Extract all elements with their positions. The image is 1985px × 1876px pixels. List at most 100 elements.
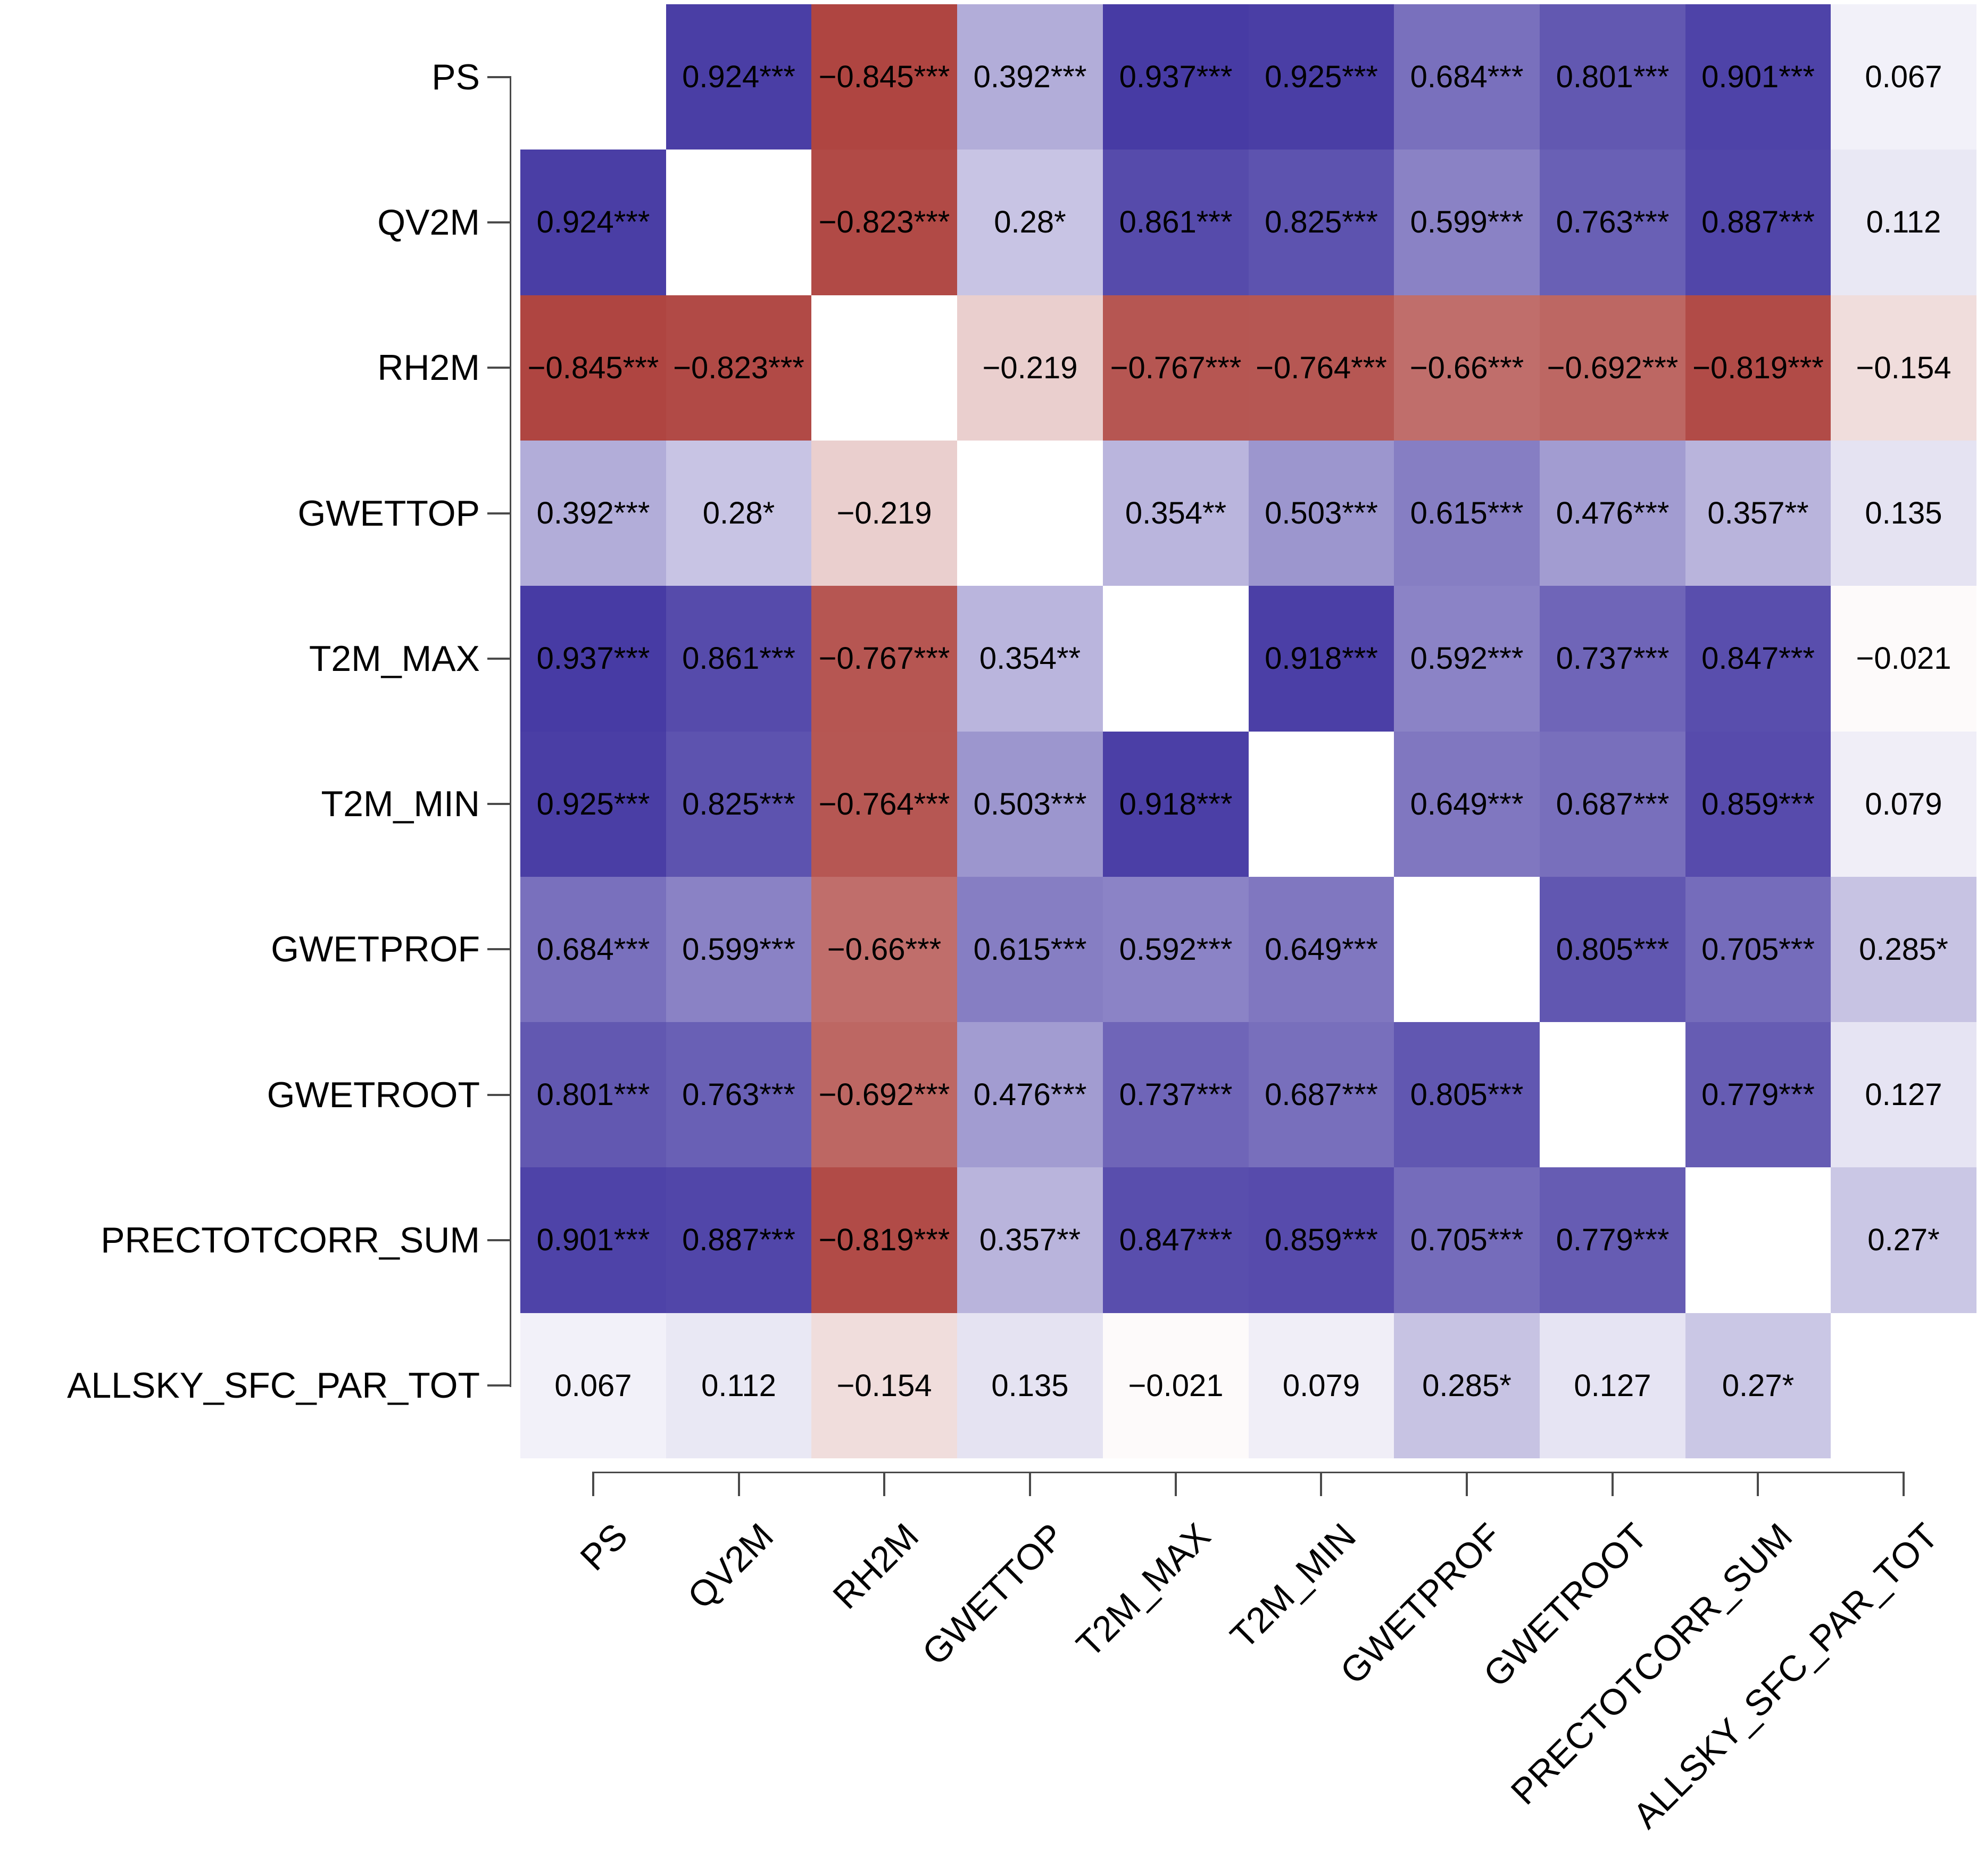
- y-axis-tick: [487, 948, 510, 950]
- heatmap-cell: [666, 150, 811, 295]
- heatmap-cell: 0.801***: [520, 1022, 666, 1167]
- y-axis-tick: [487, 512, 510, 514]
- heatmap-cell: 0.503***: [957, 732, 1103, 877]
- x-axis-tick: [1029, 1472, 1031, 1496]
- heatmap-cell: 0.615***: [957, 877, 1103, 1022]
- heatmap-cell: 0.687***: [1249, 1022, 1394, 1167]
- heatmap-cell: 0.705***: [1685, 877, 1831, 1022]
- row-label-t2m_max: T2M_MAX: [309, 638, 480, 679]
- x-axis-line: [592, 1472, 1905, 1473]
- heatmap-cell: 0.801***: [1540, 4, 1685, 150]
- heatmap-cell: 0.924***: [520, 150, 666, 295]
- heatmap-cell: −0.819***: [811, 1167, 957, 1313]
- col-label-t2m_min: T2M_MIN: [1222, 1515, 1364, 1657]
- heatmap-cell: 0.901***: [1685, 4, 1831, 150]
- heatmap-cell: 0.27*: [1685, 1313, 1831, 1458]
- heatmap-cell: 0.285*: [1394, 1313, 1540, 1458]
- heatmap-cell: [957, 441, 1103, 586]
- heatmap-cell: −0.823***: [666, 295, 811, 441]
- heatmap-cell: 0.924***: [666, 4, 811, 150]
- heatmap-cell: −0.154: [1831, 295, 1976, 441]
- heatmap-cell: 0.687***: [1540, 732, 1685, 877]
- y-axis-tick: [487, 1094, 510, 1096]
- heatmap-cell: [1831, 1313, 1976, 1458]
- heatmap-cell: −0.823***: [811, 150, 957, 295]
- heatmap-cell: 0.503***: [1249, 441, 1394, 586]
- heatmap-cell: 0.779***: [1540, 1167, 1685, 1313]
- heatmap-cell: 0.592***: [1103, 877, 1249, 1022]
- x-axis-tick: [592, 1472, 594, 1496]
- heatmap-cell: 0.28*: [957, 150, 1103, 295]
- heatmap-cell: −0.764***: [811, 732, 957, 877]
- heatmap-cell: 0.684***: [1394, 4, 1540, 150]
- heatmap-cell: [520, 4, 666, 150]
- heatmap-cell: 0.918***: [1249, 586, 1394, 732]
- y-axis-line: [510, 76, 511, 1387]
- heatmap-cell: 0.28*: [666, 441, 811, 586]
- y-axis-tick: [487, 221, 510, 223]
- x-axis-tick: [738, 1472, 740, 1496]
- heatmap-cell: 0.067: [1831, 4, 1976, 150]
- heatmap-cell: 0.354**: [1103, 441, 1249, 586]
- heatmap-cell: 0.925***: [520, 732, 666, 877]
- row-label-allsky_sfc_par_tot: ALLSKY_SFC_PAR_TOT: [67, 1365, 480, 1406]
- row-label-prectotcorr_sum: PRECTOTCORR_SUM: [101, 1220, 480, 1260]
- heatmap-cell: −0.66***: [811, 877, 957, 1022]
- heatmap-cell: −0.021: [1831, 586, 1976, 732]
- heatmap-cell: 0.354**: [957, 586, 1103, 732]
- heatmap-cell: 0.357**: [957, 1167, 1103, 1313]
- heatmap-cell: [1249, 732, 1394, 877]
- heatmap-cell: 0.649***: [1249, 877, 1394, 1022]
- heatmap-cell: 0.392***: [520, 441, 666, 586]
- heatmap-cell: 0.27*: [1831, 1167, 1976, 1313]
- heatmap-cell: 0.135: [957, 1313, 1103, 1458]
- y-axis-tick: [487, 658, 510, 660]
- heatmap-cell: 0.918***: [1103, 732, 1249, 877]
- heatmap-cell: 0.861***: [666, 586, 811, 732]
- heatmap-cell: 0.925***: [1249, 4, 1394, 150]
- heatmap-cell: 0.079: [1831, 732, 1976, 877]
- y-axis-tick: [487, 76, 510, 78]
- heatmap-cell: 0.285*: [1831, 877, 1976, 1022]
- heatmap-cell: 0.592***: [1394, 586, 1540, 732]
- heatmap-cell: [1540, 1022, 1685, 1167]
- heatmap-cell: [811, 295, 957, 441]
- row-label-t2m_min: T2M_MIN: [321, 784, 480, 824]
- col-label-gwettop: GWETTOP: [915, 1515, 1073, 1673]
- heatmap-cell: 0.887***: [1685, 150, 1831, 295]
- heatmap-cell: 0.859***: [1249, 1167, 1394, 1313]
- row-label-ps: PS: [431, 57, 480, 97]
- y-axis-tick: [487, 803, 510, 805]
- x-axis-tick: [1903, 1472, 1905, 1496]
- heatmap-cell: 0.737***: [1103, 1022, 1249, 1167]
- heatmap-cell: −0.767***: [1103, 295, 1249, 441]
- heatmap-cell: 0.861***: [1103, 150, 1249, 295]
- heatmap-cell: 0.805***: [1394, 1022, 1540, 1167]
- heatmap-cell: −0.154: [811, 1313, 957, 1458]
- heatmap-cell: 0.392***: [957, 4, 1103, 150]
- heatmap-cell: 0.847***: [1685, 586, 1831, 732]
- y-axis-tick: [487, 367, 510, 369]
- heatmap-cell: −0.219: [811, 441, 957, 586]
- heatmap-cell: 0.937***: [520, 586, 666, 732]
- heatmap-cell: −0.764***: [1249, 295, 1394, 441]
- heatmap-cell: −0.845***: [520, 295, 666, 441]
- heatmap-cell: 0.847***: [1103, 1167, 1249, 1313]
- heatmap-cell: [1685, 1167, 1831, 1313]
- x-axis-tick: [1466, 1472, 1468, 1496]
- heatmap-cell: 0.476***: [957, 1022, 1103, 1167]
- heatmap-cell: −0.219: [957, 295, 1103, 441]
- col-label-qv2m: QV2M: [680, 1515, 782, 1617]
- heatmap-cell: −0.692***: [1540, 295, 1685, 441]
- heatmap-cell: 0.825***: [1249, 150, 1394, 295]
- heatmap-cell: 0.649***: [1394, 732, 1540, 877]
- heatmap-cell: [1103, 586, 1249, 732]
- x-axis-tick: [1320, 1472, 1322, 1496]
- heatmap-cell: [1394, 877, 1540, 1022]
- heatmap-cell: 0.112: [666, 1313, 811, 1458]
- heatmap-cell: 0.763***: [666, 1022, 811, 1167]
- heatmap-cell: 0.763***: [1540, 150, 1685, 295]
- heatmap-cell: −0.66***: [1394, 295, 1540, 441]
- heatmap-cell: 0.127: [1540, 1313, 1685, 1458]
- col-label-prectotcorr_sum: PRECTOTCORR_SUM: [1503, 1515, 1800, 1813]
